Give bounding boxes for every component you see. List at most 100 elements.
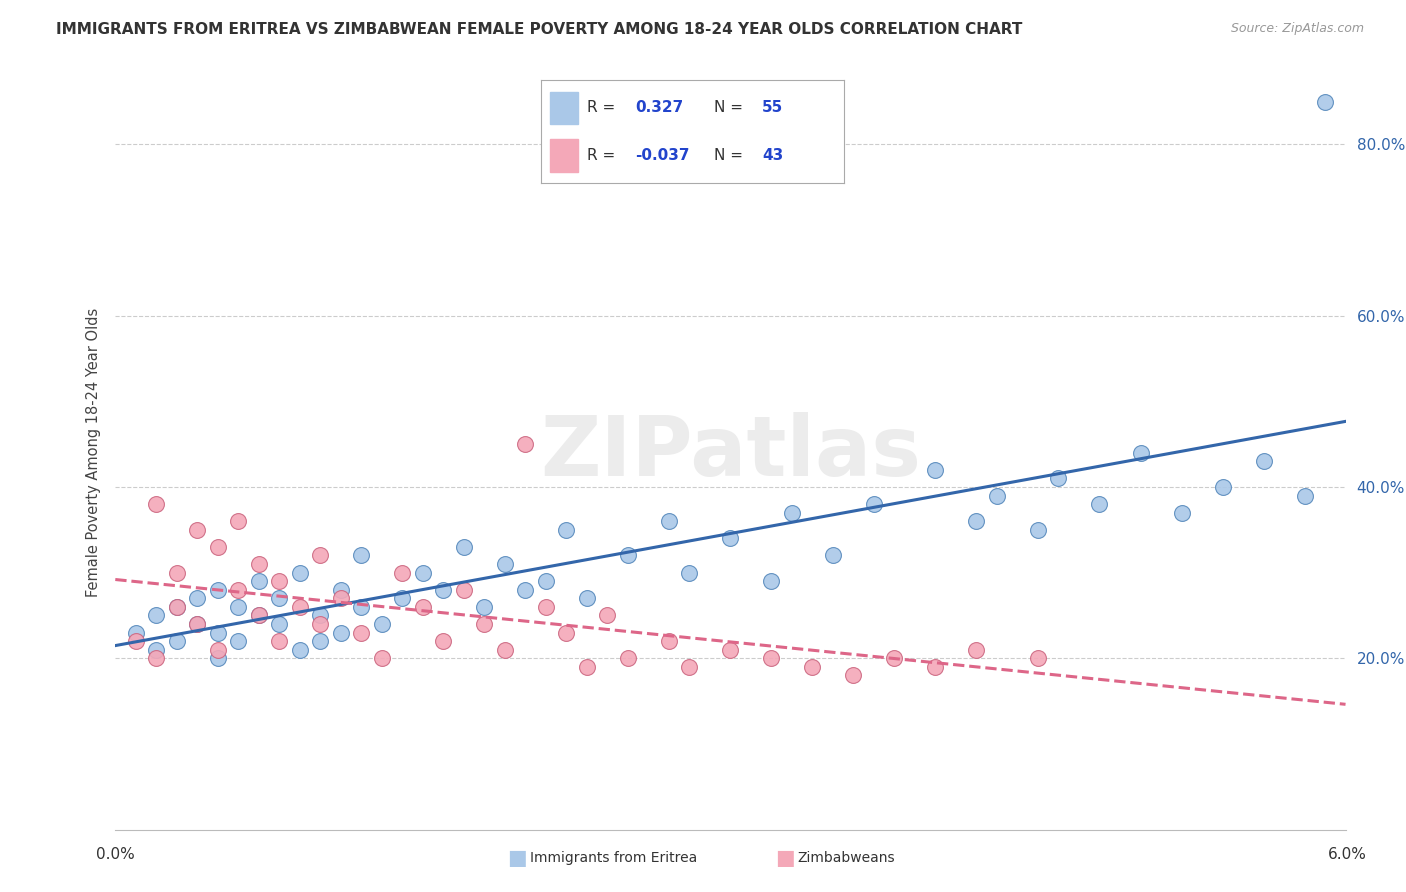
Point — [1047, 471, 1070, 485]
Point — [309, 617, 332, 632]
Point — [145, 497, 167, 511]
Point — [269, 591, 291, 606]
Point — [269, 634, 291, 648]
Point — [247, 608, 270, 623]
Bar — [550, 139, 578, 171]
Point — [166, 634, 188, 648]
Point — [780, 506, 803, 520]
Point — [309, 608, 332, 623]
Point — [125, 634, 148, 648]
Point — [575, 660, 598, 674]
Text: ■: ■ — [508, 848, 527, 868]
Point — [761, 651, 783, 665]
Text: ZIPatlas: ZIPatlas — [540, 412, 921, 493]
Point — [966, 514, 988, 528]
Text: N =: N = — [714, 101, 748, 115]
Point — [228, 582, 250, 597]
Point — [228, 514, 250, 528]
Point — [125, 625, 148, 640]
Point — [145, 608, 167, 623]
Point — [596, 608, 619, 623]
Point — [166, 599, 188, 614]
Point — [350, 625, 373, 640]
Point — [1170, 506, 1192, 520]
Point — [472, 617, 495, 632]
Point — [145, 651, 167, 665]
Point — [329, 625, 352, 640]
Point — [863, 497, 886, 511]
Point — [1088, 497, 1111, 511]
Point — [821, 549, 844, 563]
Point — [247, 608, 270, 623]
Point — [288, 599, 311, 614]
Point — [555, 625, 578, 640]
Point — [534, 599, 557, 614]
Point — [207, 540, 229, 554]
Point — [350, 599, 373, 614]
Point — [228, 599, 250, 614]
Point — [247, 557, 270, 571]
Point — [309, 549, 332, 563]
Point — [515, 437, 537, 451]
Text: 43: 43 — [762, 148, 783, 162]
Point — [1212, 480, 1234, 494]
Point — [761, 574, 783, 589]
Point — [453, 540, 475, 554]
Text: IMMIGRANTS FROM ERITREA VS ZIMBABWEAN FEMALE POVERTY AMONG 18-24 YEAR OLDS CORRE: IMMIGRANTS FROM ERITREA VS ZIMBABWEAN FE… — [56, 22, 1022, 37]
Point — [391, 591, 413, 606]
Text: 0.327: 0.327 — [636, 101, 683, 115]
Text: Zimbabweans: Zimbabweans — [797, 851, 894, 865]
Point — [186, 591, 208, 606]
Point — [207, 582, 229, 597]
Point — [1026, 651, 1049, 665]
Point — [412, 566, 434, 580]
Point — [1129, 445, 1152, 460]
Point — [555, 523, 578, 537]
Point — [986, 489, 1008, 503]
Point — [494, 642, 516, 657]
Text: ■: ■ — [775, 848, 794, 868]
Point — [924, 463, 946, 477]
Point — [658, 634, 681, 648]
Point — [288, 642, 311, 657]
Point — [207, 651, 229, 665]
Point — [329, 582, 352, 597]
Point — [371, 651, 394, 665]
Text: -0.037: -0.037 — [636, 148, 689, 162]
Point — [1313, 95, 1336, 109]
Point — [166, 566, 188, 580]
Point — [412, 599, 434, 614]
Point — [186, 523, 208, 537]
Point — [329, 591, 352, 606]
Point — [1294, 489, 1316, 503]
Point — [801, 660, 824, 674]
Point — [228, 634, 250, 648]
Text: 0.0%: 0.0% — [96, 847, 135, 862]
Text: 55: 55 — [762, 101, 783, 115]
Y-axis label: Female Poverty Among 18-24 Year Olds: Female Poverty Among 18-24 Year Olds — [86, 308, 101, 598]
Text: Source: ZipAtlas.com: Source: ZipAtlas.com — [1230, 22, 1364, 36]
Point — [617, 651, 640, 665]
Point — [166, 599, 188, 614]
Point — [1253, 454, 1275, 468]
Point — [269, 574, 291, 589]
Point — [145, 642, 167, 657]
Point — [288, 566, 311, 580]
Point — [678, 660, 700, 674]
Point — [472, 599, 495, 614]
Point — [966, 642, 988, 657]
Point — [453, 582, 475, 597]
Text: 6.0%: 6.0% — [1327, 847, 1367, 862]
Point — [842, 668, 865, 682]
Point — [575, 591, 598, 606]
Point — [186, 617, 208, 632]
Point — [924, 660, 946, 674]
Point — [658, 514, 681, 528]
Point — [186, 617, 208, 632]
Point — [269, 617, 291, 632]
Point — [207, 625, 229, 640]
Text: N =: N = — [714, 148, 748, 162]
Point — [309, 634, 332, 648]
Point — [1026, 523, 1049, 537]
Point — [883, 651, 905, 665]
